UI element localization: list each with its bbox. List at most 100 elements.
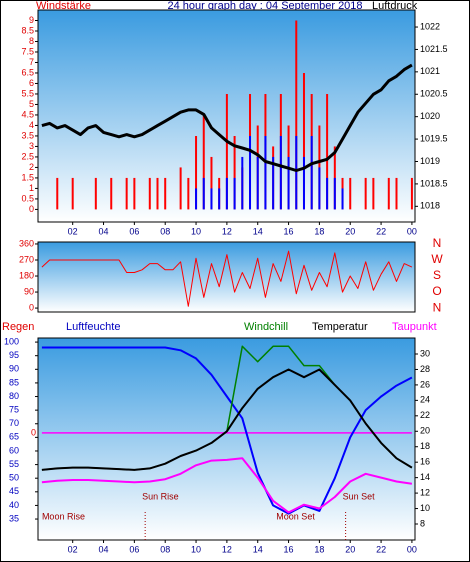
compass-label: O (432, 284, 441, 298)
compass-label: S (433, 268, 441, 282)
rain-label: Regen (2, 321, 34, 333)
x-tick-label: 16 (284, 544, 294, 554)
y-tick-label: 45 (9, 486, 19, 496)
x-tick-label: 20 (345, 544, 355, 554)
y-tick-label: 5.5 (21, 88, 34, 98)
x-tick-label: 18 (314, 544, 324, 554)
y-tick-label: 75 (9, 405, 19, 415)
series-line (41, 457, 413, 514)
series-line (41, 250, 413, 307)
y2-tick-label: 14 (420, 472, 430, 482)
y-tick-label: 80 (9, 391, 19, 401)
x-tick-label: 22 (376, 544, 386, 554)
y-tick-label: 60 (9, 445, 19, 455)
y-tick-label: 1.5 (21, 172, 34, 182)
y-tick-label: 9 (29, 15, 34, 25)
y-tick-label: 95 (9, 350, 19, 360)
x-tick-label: 00 (407, 226, 417, 236)
y-label: Windstärke (36, 0, 91, 12)
y2-tick-label: 8 (420, 518, 425, 528)
annotation: Moon Set (276, 511, 315, 521)
y2-tick-label: 28 (420, 364, 430, 374)
y2-tick-label: 1020 (420, 111, 440, 121)
y2-tick-label: 30 (420, 348, 430, 358)
title: 24 hour graph day : 04 September 2018 (167, 0, 362, 12)
y2-tick-label: 20 (420, 426, 430, 436)
y-tick-label: 90 (9, 364, 19, 374)
y-tick-label: 6 (29, 78, 34, 88)
y-tick-label: 3.5 (21, 130, 34, 140)
y-tick-label: 1 (29, 183, 34, 193)
y-tick-label: 270 (19, 254, 34, 264)
y-tick-label: 65 (9, 432, 19, 442)
x-tick-label: 12 (222, 226, 232, 236)
y-tick-label: 6.5 (21, 67, 34, 77)
y-tick-label: 360 (19, 238, 34, 248)
x-tick-label: 06 (129, 226, 139, 236)
plot-area (37, 337, 416, 541)
dewpoint-label: Taupunkt (392, 321, 437, 333)
x-tick-label: 16 (284, 226, 294, 236)
x-tick-label: 10 (191, 544, 201, 554)
compass-label: W (431, 252, 443, 266)
annotation: Sun Set (343, 491, 376, 501)
y-tick-label: 85 (9, 377, 19, 387)
series-line (41, 346, 413, 515)
y3-tick-label: 0 (31, 427, 36, 437)
y2-tick-label: 1021 (420, 66, 440, 76)
y-tick-label: 3 (29, 141, 34, 151)
annotation: Sun Rise (142, 491, 179, 501)
x-tick-label: 22 (376, 226, 386, 236)
y2-tick-label: 1018.5 (420, 178, 448, 188)
x-tick-label: 12 (222, 544, 232, 554)
y-tick-label: 0.5 (21, 193, 34, 203)
x-tick-label: 20 (345, 226, 355, 236)
y2-tick-label: 22 (420, 410, 430, 420)
annotation: Moon Rise (42, 511, 85, 521)
y-tick-label: 90 (24, 286, 34, 296)
x-tick-label: 10 (191, 226, 201, 236)
y-tick-label: 55 (9, 459, 19, 469)
y2-tick-label: 1021.5 (420, 44, 448, 54)
y2-tick-label: 16 (420, 457, 430, 467)
y2-tick-label: 18 (420, 441, 430, 451)
y-tick-label: 8 (29, 36, 34, 46)
y-tick-label: 4.5 (21, 109, 34, 119)
y-tick-label: 70 (9, 418, 19, 428)
series-line (41, 63, 413, 172)
y2-tick-label: 1019.5 (420, 133, 448, 143)
x-tick-label: 02 (68, 544, 78, 554)
humidity-label: Luftfeuchte (66, 321, 120, 333)
y2-tick-label: 1020.5 (420, 89, 448, 99)
y-tick-label: 40 (9, 500, 19, 510)
y-tick-label: 7.5 (21, 46, 34, 56)
y-tick-label: 7 (29, 57, 34, 67)
y-tick-label: 5 (29, 99, 34, 109)
compass-label: N (433, 236, 442, 250)
y-tick-label: 50 (9, 473, 19, 483)
x-tick-label: 08 (160, 544, 170, 554)
y-tick-label: 100 (4, 336, 19, 346)
x-tick-label: 14 (253, 544, 263, 554)
y-tick-label: 180 (19, 270, 34, 280)
y2-tick-label: 10 (420, 503, 430, 513)
temperature-label: Temperatur (312, 321, 368, 333)
y2-tick-label: 26 (420, 379, 430, 389)
y-tick-label: 0 (29, 204, 34, 214)
plot-area (37, 241, 416, 313)
compass-label: N (433, 300, 442, 314)
y-tick-label: 2.5 (21, 151, 34, 161)
x-tick-label: 04 (99, 544, 109, 554)
y-tick-label: 0 (29, 302, 34, 312)
y-tick-label: 8.5 (21, 25, 34, 35)
x-tick-label: 08 (160, 226, 170, 236)
y-tick-label: 4 (29, 120, 34, 130)
x-tick-label: 02 (68, 226, 78, 236)
y2-tick-label: 12 (420, 487, 430, 497)
series-line (41, 368, 413, 471)
windchill-label: Windchill (244, 321, 288, 333)
y-tick-label: 2 (29, 162, 34, 172)
y2-tick-label: 1022 (420, 21, 440, 31)
y2-tick-label: 1019 (420, 156, 440, 166)
